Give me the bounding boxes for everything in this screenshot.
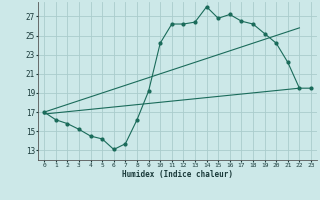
X-axis label: Humidex (Indice chaleur): Humidex (Indice chaleur)	[122, 170, 233, 179]
